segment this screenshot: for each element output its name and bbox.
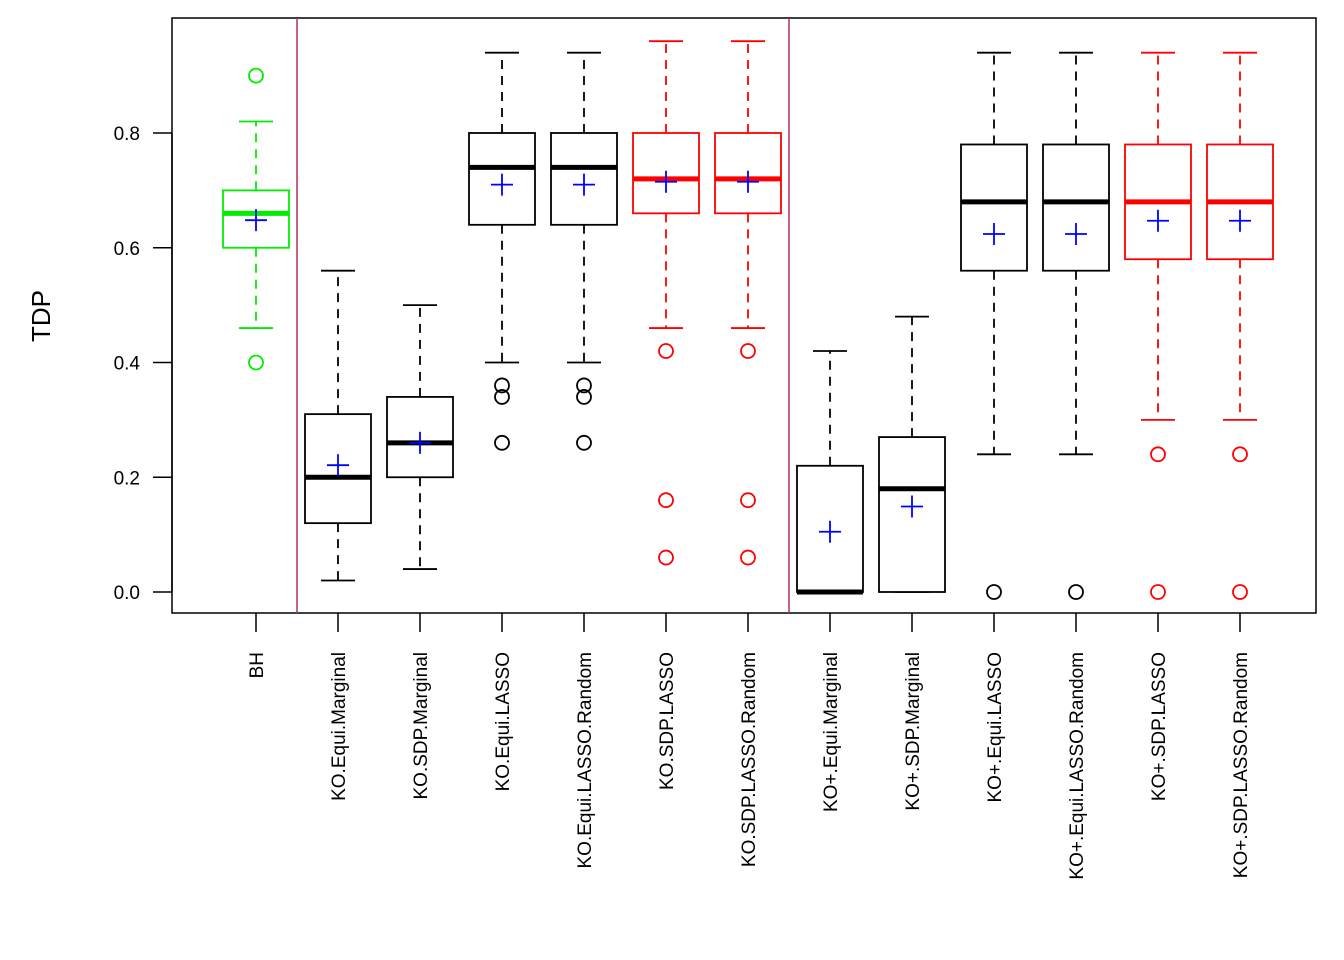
outlier-point	[576, 377, 592, 394]
outlier-point	[740, 343, 756, 359]
x-tick-label: KO+.SDP.LASSO.Random	[1231, 652, 1252, 878]
x-tick-label: KO.Equi.LASSO	[493, 652, 514, 791]
iqr-box	[960, 143, 1028, 272]
x-tick-label: KO+.SDP.LASSO	[1149, 652, 1170, 801]
x-tick-label: KO.SDP.LASSO.Random	[739, 652, 760, 867]
y-tick-label: 0.6	[114, 239, 140, 260]
outlier-point	[494, 434, 510, 451]
outlier-point	[658, 549, 674, 566]
x-tick-label: KO.SDP.LASSO	[657, 652, 678, 790]
box-ko-equi-marginal	[304, 269, 372, 582]
x-tick-label: BH	[247, 652, 268, 678]
iqr-box	[1042, 143, 1110, 272]
box-ko-equi-lasso-random	[550, 51, 618, 451]
x-tick-label: KO+.Equi.LASSO.Random	[1067, 652, 1088, 880]
box-bh	[222, 67, 290, 371]
x-tick-label: KO+.Equi.Marginal	[821, 652, 842, 812]
y-tick-label: 0.0	[114, 583, 140, 604]
y-tick-label: 0.2	[114, 468, 140, 489]
box-ko-equi-marginal	[796, 350, 864, 595]
outlier-point	[494, 389, 510, 405]
outlier-point	[740, 549, 756, 566]
box-ko-sdp-lasso-random	[714, 40, 782, 566]
outlier-point	[576, 434, 592, 451]
x-tick-label: KO.Equi.Marginal	[329, 652, 350, 801]
box-ko-sdp-lasso-random	[1206, 51, 1274, 600]
group-separators	[296, 18, 790, 613]
outlier-point	[986, 584, 1002, 600]
y-axis: 0.0 0.2 0.4 0.6 0.8	[114, 124, 173, 604]
x-tick-label: KO.SDP.Marginal	[411, 652, 432, 800]
outlier-point	[1232, 584, 1248, 600]
outlier-point	[740, 492, 756, 509]
outlier-point	[494, 377, 510, 394]
y-axis-label: TDP	[26, 290, 56, 342]
x-tick-label: KO+.Equi.LASSO	[985, 652, 1006, 803]
x-axis: BH KO.Equi.Marginal KO.SDP.Marginal KO.Equi…	[247, 613, 1252, 880]
box-ko-sdp-lasso	[1124, 51, 1192, 600]
x-tick-label: KO+.SDP.Marginal	[903, 652, 924, 811]
outlier-point	[1232, 446, 1248, 463]
box-ko-sdp-marginal	[878, 315, 946, 593]
x-tick-label: KO.Equi.LASSO.Random	[575, 652, 596, 869]
box-ko-sdp-lasso	[632, 40, 700, 566]
outlier-point	[658, 492, 674, 509]
outlier-point	[658, 343, 674, 359]
box-ko-equi-lasso	[468, 51, 536, 451]
boxes	[222, 40, 1274, 600]
box-ko-sdp-marginal	[386, 304, 454, 570]
outlier-point	[1150, 446, 1166, 463]
box-ko-equi-lasso-random	[1042, 51, 1110, 600]
outlier-point	[1150, 584, 1166, 600]
outlier-point	[576, 389, 592, 405]
y-tick-label: 0.8	[114, 124, 140, 145]
outlier-point	[248, 67, 264, 84]
box-ko-equi-lasso	[960, 51, 1028, 600]
y-tick-label: 0.4	[114, 354, 141, 375]
outlier-point	[1068, 584, 1084, 600]
outlier-point	[248, 354, 264, 371]
